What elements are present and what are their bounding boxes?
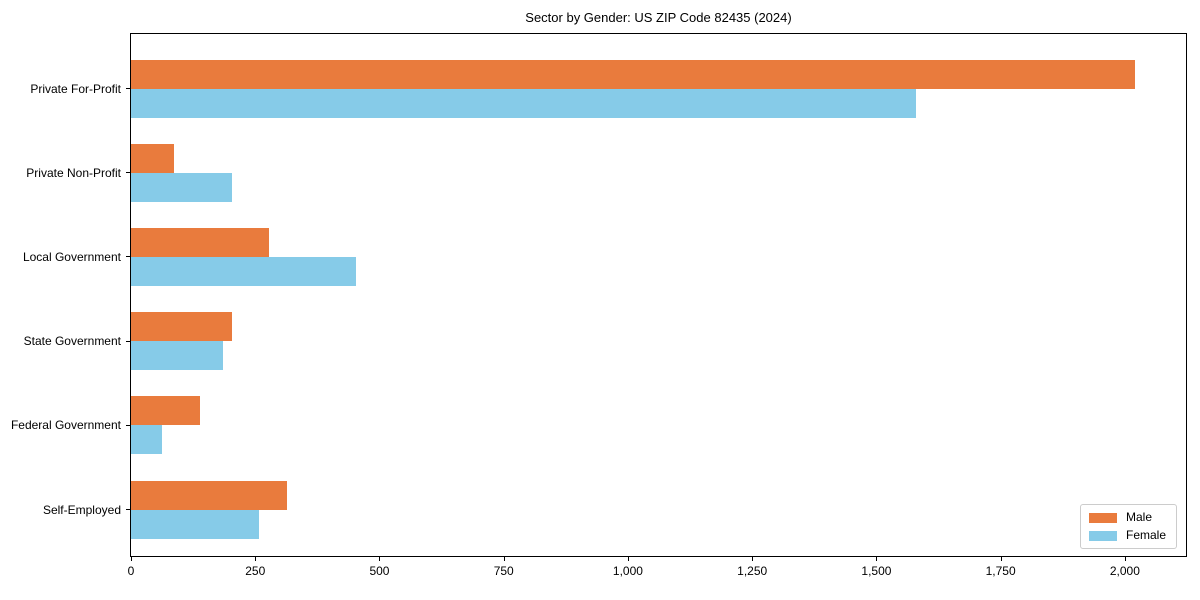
x-tick-label-1-000: 1,000 — [612, 564, 643, 578]
bar-female-self-employed — [131, 509, 260, 539]
legend-swatch-female — [1088, 530, 1117, 541]
legend-item-male: Male — [1088, 510, 1166, 524]
x-tick-label-1-500: 1,500 — [861, 564, 892, 578]
y-tick-label-self-employed: Self-Employed — [42, 502, 121, 517]
y-axis-tick — [126, 340, 131, 342]
y-axis-tick — [126, 256, 131, 258]
bar-male-federal-government — [131, 396, 201, 426]
y-tick-label-private-for-profit: Private For-Profit — [30, 81, 121, 96]
legend-label-male: Male — [1125, 510, 1152, 524]
y-axis-tick — [126, 172, 131, 174]
bar-female-private-non-profit — [131, 172, 232, 202]
x-axis-tick — [255, 556, 257, 561]
bar-male-state-government — [131, 312, 232, 342]
x-axis-tick — [379, 556, 381, 561]
bar-male-private-for-profit — [131, 59, 1135, 89]
y-tick-label-federal-government: Federal Government — [10, 418, 121, 433]
y-tick-label-private-non-profit: Private Non-Profit — [26, 165, 121, 180]
x-axis-tick — [1124, 556, 1126, 561]
x-axis-tick — [1000, 556, 1002, 561]
bar-female-local-government — [131, 256, 356, 286]
x-axis-tick — [131, 556, 132, 561]
x-axis-tick — [627, 556, 629, 561]
bar-female-federal-government — [131, 425, 163, 455]
x-axis-tick — [876, 556, 878, 561]
x-tick-label-2-000: 2,000 — [1109, 564, 1140, 578]
x-tick-label-1-750: 1,750 — [985, 564, 1016, 578]
y-axis-tick — [126, 88, 131, 89]
bar-male-self-employed — [131, 480, 287, 510]
legend-item-female: Female — [1088, 528, 1166, 542]
bar-female-private-for-profit — [131, 88, 917, 118]
x-tick-label-750: 750 — [493, 564, 514, 578]
bar-male-private-non-profit — [131, 143, 175, 173]
legend: Male Female — [1079, 504, 1177, 549]
y-axis-tick — [126, 424, 131, 426]
x-axis-tick — [503, 556, 505, 561]
plot-area: Male Female Private For-Profit Private No… — [11, 33, 1187, 578]
x-tick-label-500: 500 — [369, 564, 390, 578]
y-tick-label-state-government: State Government — [23, 334, 121, 349]
bar-male-local-government — [131, 227, 269, 257]
x-tick-label-1-250: 1,250 — [737, 564, 768, 578]
bar-female-state-government — [131, 341, 224, 371]
y-tick-label-local-government: Local Government — [22, 249, 121, 264]
legend-label-female: Female — [1125, 528, 1166, 542]
legend-swatch-male — [1088, 512, 1117, 523]
x-tick-label-0: 0 — [127, 564, 135, 578]
x-axis-tick — [752, 556, 754, 561]
y-axis-tick — [126, 509, 131, 510]
x-tick-label-250: 250 — [245, 564, 266, 578]
chart-title: Sector by Gender: US ZIP Code 82435 (202… — [525, 10, 792, 25]
